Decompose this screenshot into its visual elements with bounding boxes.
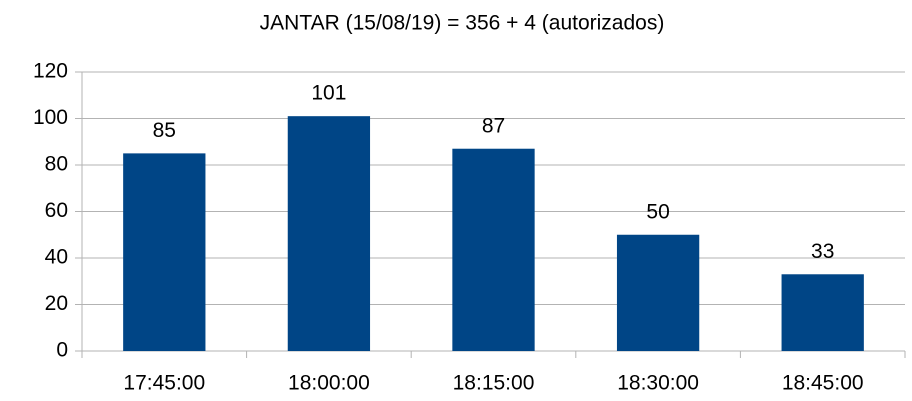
data-label: 87 (482, 114, 505, 137)
x-tick-label: 18:15:00 (453, 372, 535, 395)
bar (452, 148, 535, 351)
x-tick-label: 17:45:00 (123, 372, 205, 395)
x-tick-label: 18:45:00 (782, 372, 864, 395)
chart-title: JANTAR (15/08/19) = 356 + 4 (autorizados… (260, 12, 665, 35)
data-label: 85 (153, 119, 176, 142)
y-tick-label: 40 (45, 246, 68, 269)
x-tick-label: 18:00:00 (288, 372, 370, 395)
y-tick-label: 120 (33, 60, 68, 83)
x-tick-label: 18:30:00 (617, 372, 699, 395)
y-tick-label: 20 (45, 292, 68, 315)
y-tick-label: 0 (56, 339, 68, 362)
bar (287, 116, 371, 351)
y-tick-label: 100 (33, 106, 68, 129)
y-tick-label: 60 (45, 199, 68, 222)
data-label: 101 (311, 82, 346, 105)
bar (123, 153, 206, 351)
data-label: 33 (811, 240, 834, 263)
bar (781, 274, 864, 351)
y-tick-label: 80 (45, 153, 68, 176)
bar (616, 234, 700, 351)
data-label: 50 (646, 200, 669, 223)
